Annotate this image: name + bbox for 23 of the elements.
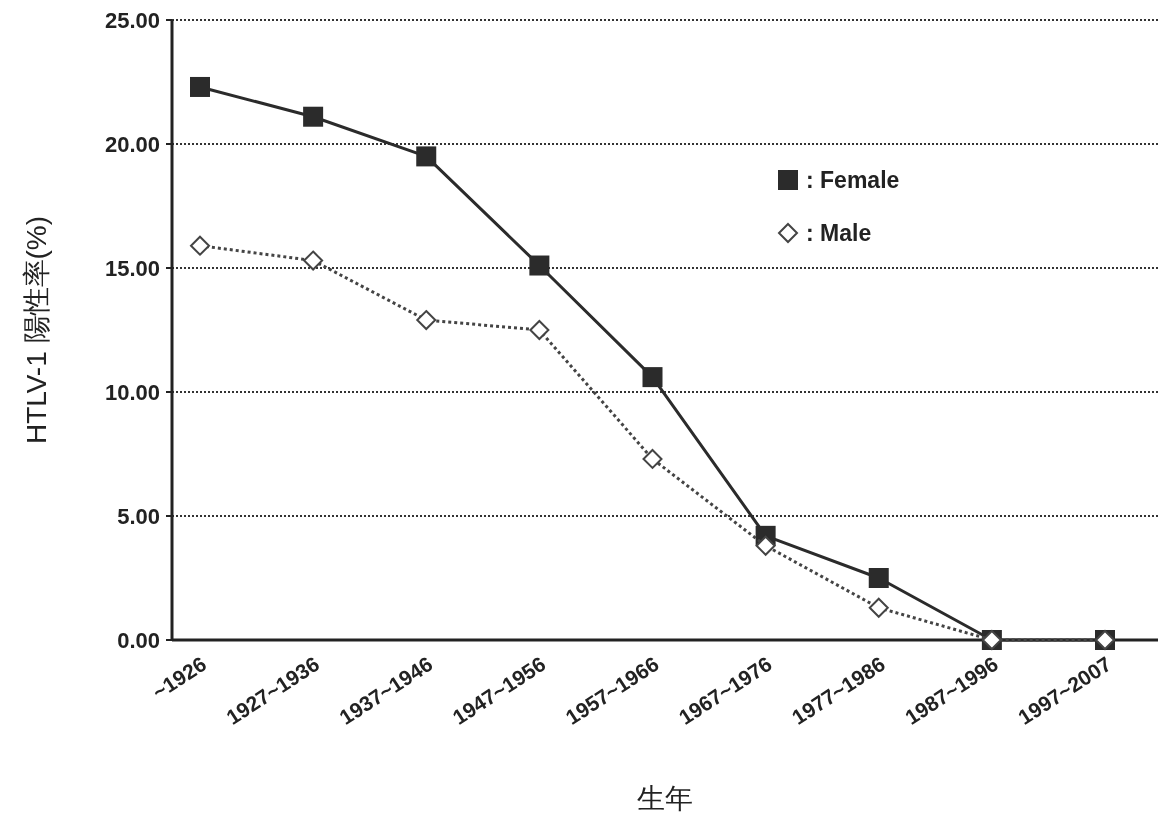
point [190,76,210,97]
point [416,146,437,167]
y-tick-label: 10.00 [104,380,160,405]
y-tick-label: 15.00 [104,256,160,281]
point [303,106,324,127]
point [529,320,550,340]
y-axis-title: HTLV-1 陽性率(%) [21,215,52,445]
point [529,255,550,276]
y-tick-label: 25.00 [104,8,160,33]
y-tick-label: 0.00 [117,628,160,653]
point [642,367,663,388]
point [190,235,210,256]
point [868,568,889,588]
x-axis-title: 生年 [637,783,693,814]
y-tick-label: 5.00 [117,504,160,529]
point [868,597,889,618]
legend-label: : Male [806,220,872,246]
legend-label: : Female [806,167,900,193]
point [642,448,663,469]
point [303,250,324,271]
point [416,310,437,331]
y-tick-label: 20.00 [104,132,160,157]
point [755,535,776,556]
